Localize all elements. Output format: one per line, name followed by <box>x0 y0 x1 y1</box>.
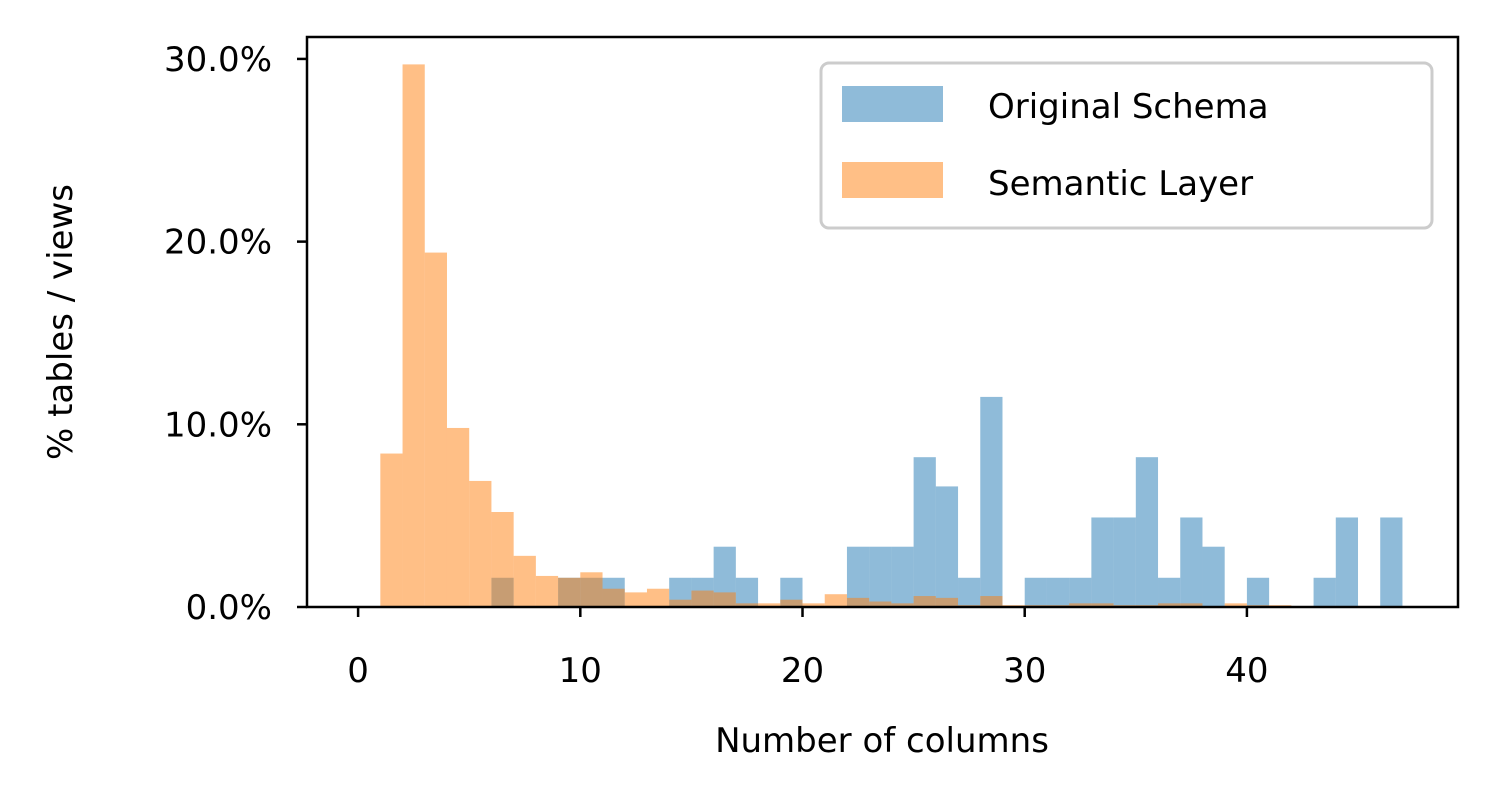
bar-original-schema <box>1069 577 1092 607</box>
bar-original-schema <box>1380 517 1403 607</box>
bar-semantic-layer <box>1158 603 1181 607</box>
bar-semantic-layer <box>402 64 425 607</box>
bar-semantic-layer <box>446 427 470 607</box>
y-tick-label: 30.0% <box>164 40 272 80</box>
bar-semantic-layer <box>1069 603 1092 607</box>
bar-original-schema <box>1135 457 1159 607</box>
y-tick-label: 10.0% <box>164 405 272 445</box>
bar-semantic-layer <box>891 603 914 607</box>
bar-semantic-layer <box>624 592 647 607</box>
bar-original-schema <box>713 546 736 607</box>
x-tick-label: 10 <box>559 651 602 691</box>
bar-semantic-layer <box>846 597 870 607</box>
x-tick-label: 30 <box>1003 651 1046 691</box>
bar-semantic-layer <box>780 599 803 607</box>
bar-semantic-layer <box>491 512 514 607</box>
bar-semantic-layer <box>735 603 759 607</box>
bar-original-schema <box>1180 517 1203 607</box>
plot-frame <box>305 35 1460 609</box>
x-axis-label: Number of columns <box>715 721 1049 761</box>
x-tick-label: 0 <box>347 651 369 691</box>
bar-original-schema <box>1202 546 1225 607</box>
y-axis-label: % tables / views <box>41 184 81 460</box>
bars-layer <box>380 64 1403 607</box>
bar-original-schema <box>958 577 981 607</box>
bar-original-schema <box>1158 577 1181 607</box>
bar-original-schema <box>980 396 1003 607</box>
bar-original-schema <box>1313 577 1336 607</box>
x-tick-label: 20 <box>781 651 824 691</box>
series-semantic-layer <box>380 64 1292 607</box>
bar-semantic-layer <box>1224 603 1247 607</box>
bar-semantic-layer <box>802 603 825 607</box>
bar-semantic-layer <box>1180 603 1203 607</box>
bar-semantic-layer <box>713 592 736 607</box>
legend-frame <box>819 61 1434 230</box>
x-tick-label: 40 <box>1225 651 1268 691</box>
bar-original-schema <box>1046 577 1070 607</box>
bar-semantic-layer <box>558 577 581 607</box>
y-tick-label: 0.0% <box>186 588 272 628</box>
bar-semantic-layer <box>935 597 959 607</box>
bar-semantic-layer <box>469 480 492 607</box>
bar-semantic-layer <box>669 599 692 607</box>
legend-swatch-semantic-layer <box>842 162 943 198</box>
bar-semantic-layer <box>869 601 892 607</box>
bar-semantic-layer <box>602 588 625 607</box>
bar-original-schema <box>1091 517 1114 607</box>
bar-original-schema <box>1246 577 1270 607</box>
axes-layer: 0 10 20 30 40 0.0% 10.0% 20.0% 30.0% <box>164 35 1460 691</box>
bar-semantic-layer <box>1091 603 1114 607</box>
legend-label-semantic-layer: Semantic Layer <box>988 164 1253 204</box>
bar-semantic-layer <box>980 596 1003 607</box>
bar-semantic-layer <box>913 596 936 607</box>
bar-semantic-layer <box>691 590 714 607</box>
bar-semantic-layer <box>380 453 403 607</box>
bar-original-schema <box>935 486 959 607</box>
bar-semantic-layer <box>535 575 559 607</box>
legend-label-original-schema: Original Schema <box>988 87 1269 127</box>
bar-semantic-layer <box>758 603 781 607</box>
bar-semantic-layer <box>580 572 603 607</box>
bar-original-schema <box>735 577 759 607</box>
bar-original-schema <box>869 546 892 607</box>
bar-semantic-layer <box>424 252 447 607</box>
bar-semantic-layer <box>646 588 670 607</box>
bar-original-schema <box>846 546 870 607</box>
bar-original-schema <box>891 546 914 607</box>
bar-original-schema <box>1024 577 1047 607</box>
bar-semantic-layer <box>513 555 536 607</box>
bar-original-schema <box>1335 517 1359 607</box>
y-tick-label: 20.0% <box>164 223 272 263</box>
bar-semantic-layer <box>824 594 847 607</box>
legend-swatch-original-schema <box>842 86 943 122</box>
bar-original-schema <box>913 457 936 607</box>
legend: Original Schema Semantic Layer <box>819 61 1434 230</box>
bar-original-schema <box>1113 517 1136 607</box>
